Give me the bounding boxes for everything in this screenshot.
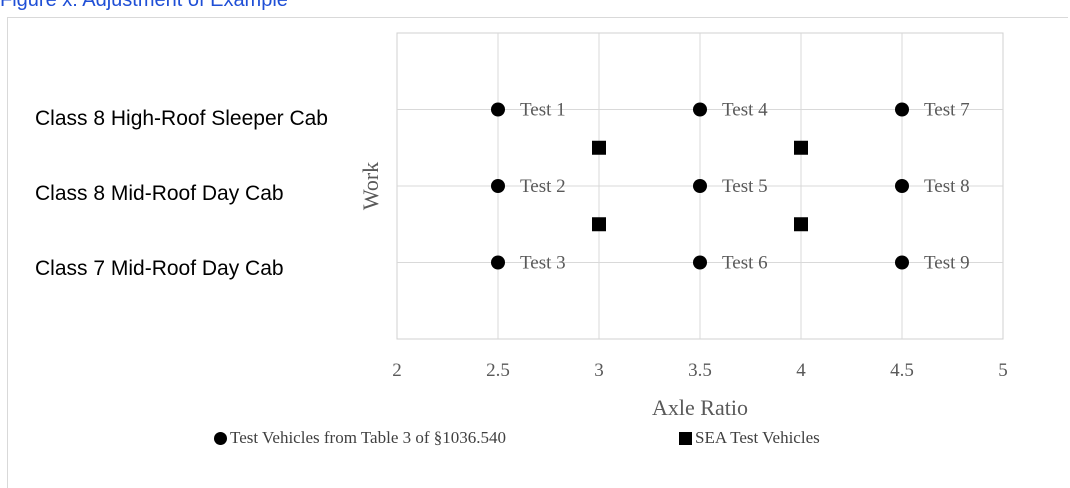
data-label: Test 6 (722, 253, 768, 274)
legend-item-test-vehicles: Test Vehicles from Table 3 of §1036.540 (214, 427, 506, 449)
data-point-circle (491, 255, 505, 270)
data-point-square (592, 140, 606, 155)
legend-circle-marker (214, 431, 227, 445)
data-label: Test 5 (722, 176, 768, 197)
chart-frame (7, 17, 1068, 488)
data-point-circle (693, 102, 707, 117)
data-point-circle (693, 255, 707, 270)
x-tick-label: 3.5 (688, 360, 712, 381)
x-tick-label: 5 (998, 360, 1008, 381)
data-point-square (794, 140, 808, 155)
data-point-circle (693, 179, 707, 193)
data-point-circle (491, 102, 505, 117)
x-tick-label: 3 (594, 360, 604, 381)
data-label: Test 3 (520, 253, 566, 274)
legend-label-test-vehicles: Test Vehicles from Table 3 of §1036.540 (230, 428, 507, 447)
scatter-chart: 2 2.5 3 3.5 4 4.5 5 Axle Ratio Work Test 1 Test 4 T… (358, 32, 1008, 420)
data-point-square (592, 217, 606, 232)
data-point-circle (895, 179, 909, 193)
x-tick-label: 2 (392, 360, 402, 381)
data-label: Test 2 (520, 176, 566, 197)
figure-caption: Figure x: Adjustment of Example (0, 0, 288, 11)
x-axis-label: Axle Ratio (652, 395, 748, 420)
category-label-class8-sleeper: Class 8 High-Roof Sleeper Cab (35, 107, 328, 130)
data-point-square (794, 217, 808, 232)
legend-item-sea-vehicles: SEA Test Vehicles (679, 427, 820, 449)
category-label-class8-daycab: Class 8 Mid-Roof Day Cab (35, 182, 284, 205)
x-tick-label: 2.5 (486, 360, 510, 381)
data-point-circle (491, 179, 505, 193)
data-point-circle (895, 102, 909, 117)
data-label: Test 8 (924, 176, 970, 197)
y-axis-label: Work (358, 162, 383, 210)
legend-square-marker (679, 431, 692, 445)
x-tick-label: 4.5 (890, 360, 914, 381)
data-label: Test 7 (924, 100, 970, 121)
legend-label-sea-vehicles: SEA Test Vehicles (695, 428, 820, 447)
data-label: Test 9 (924, 253, 970, 274)
category-label-class7-daycab: Class 7 Mid-Roof Day Cab (35, 257, 284, 280)
data-label: Test 4 (722, 100, 768, 121)
data-label: Test 1 (520, 100, 566, 121)
x-tick-label: 4 (796, 360, 806, 381)
data-point-circle (895, 255, 909, 270)
